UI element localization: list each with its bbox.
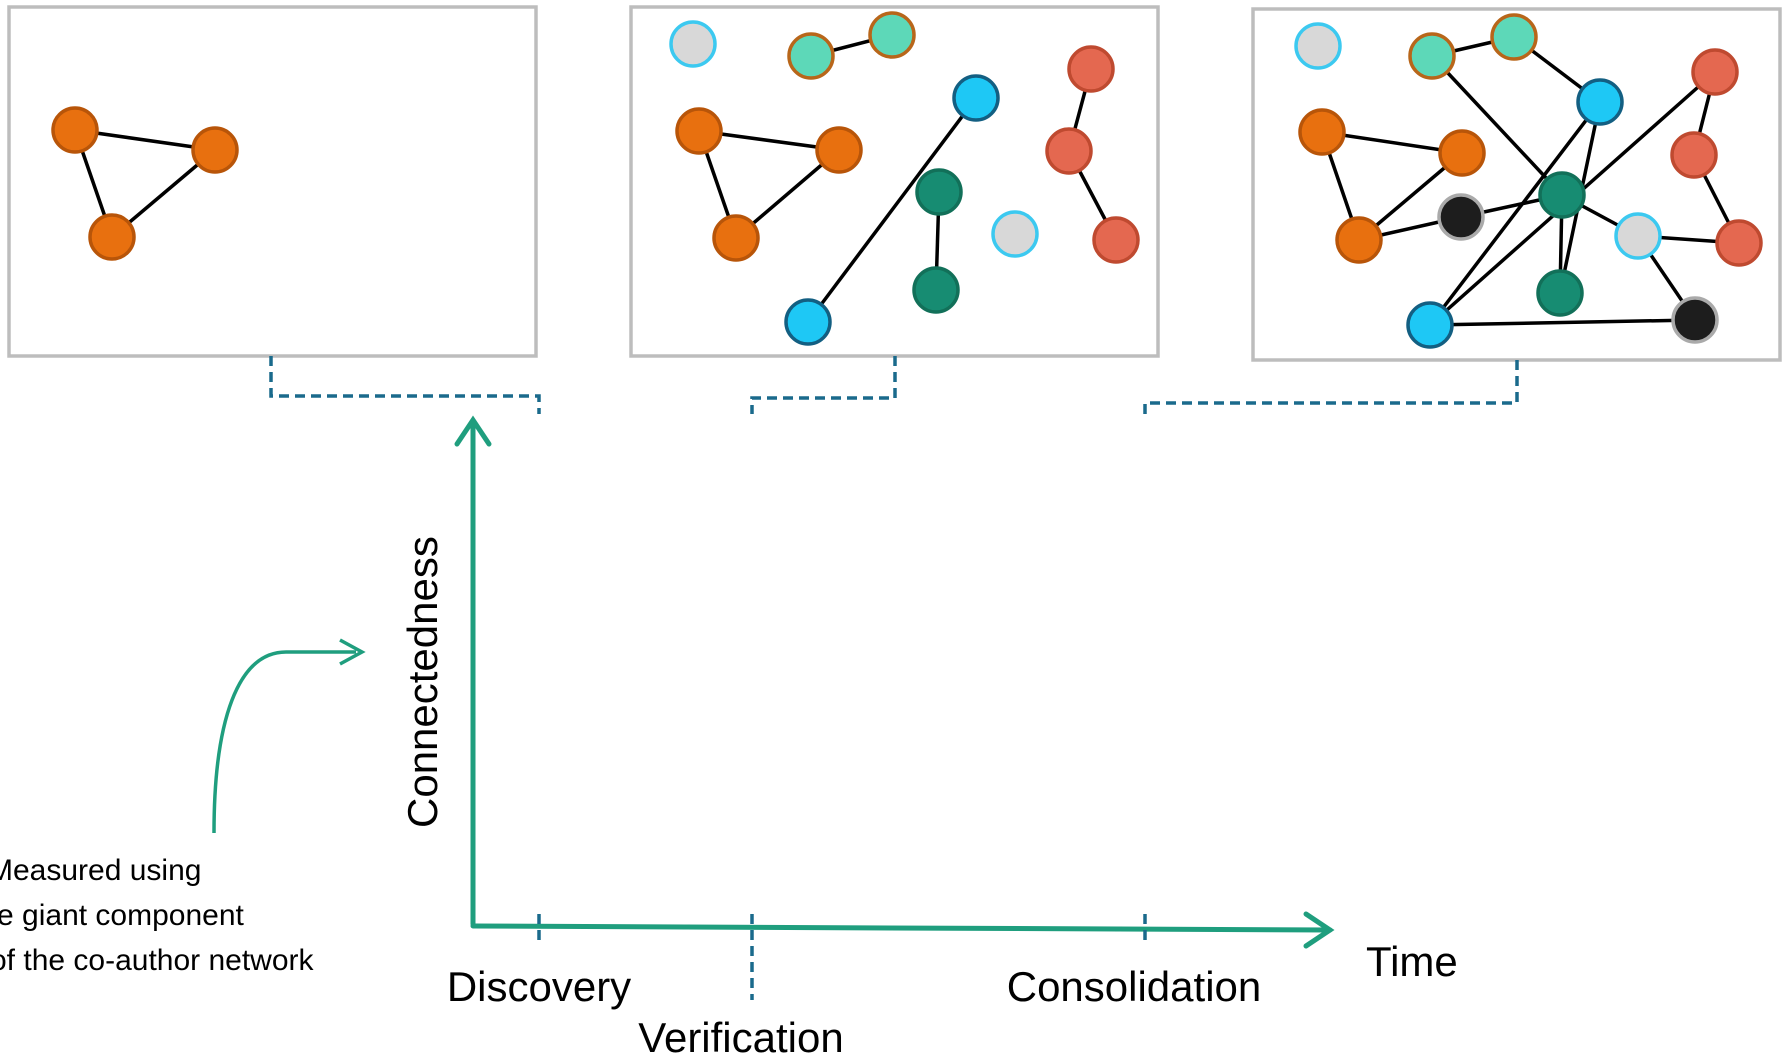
node-grey-g1 xyxy=(669,20,717,68)
node-grey-g2 xyxy=(1614,212,1662,260)
panel-frame-discovery xyxy=(7,5,538,358)
node-salmon-s1 xyxy=(1691,48,1739,96)
discovery-bracket xyxy=(269,356,541,414)
node-orange-o3 xyxy=(88,213,136,261)
node-teal-t2 xyxy=(1536,269,1584,317)
node-black-k2 xyxy=(1671,296,1719,344)
node-orange-o2 xyxy=(191,126,239,174)
measurement-note: Measured using the giant component of th… xyxy=(0,854,315,977)
note-line-1: Measured using xyxy=(0,854,201,887)
phase-brackets xyxy=(269,356,1519,414)
node-mint-m2 xyxy=(1490,13,1538,61)
x-axis-arrowhead xyxy=(1303,911,1335,949)
edge-b1-b2 xyxy=(1428,100,1602,327)
annotation-arrowhead xyxy=(339,638,366,666)
node-salmon-s2 xyxy=(1045,127,1093,175)
phase-label-discovery: Discovery xyxy=(447,963,631,1010)
consolidation-bracket xyxy=(1143,360,1519,414)
node-mint-m2 xyxy=(868,11,916,59)
node-orange-o2 xyxy=(1438,129,1486,177)
note-line-3: of the co-author network xyxy=(0,944,315,977)
network-verification xyxy=(669,11,1140,346)
note-line-2: the giant component xyxy=(0,899,245,932)
node-grey-g2 xyxy=(991,210,1039,258)
node-orange-o2 xyxy=(815,126,863,174)
node-salmon-s2 xyxy=(1670,131,1718,179)
node-grey-g1 xyxy=(1294,22,1342,70)
phase-label-verification: Verification xyxy=(638,1014,843,1058)
network-discovery xyxy=(51,106,239,261)
x-axis-label: Time xyxy=(1366,938,1458,985)
phase-ticks xyxy=(537,914,1147,1000)
node-teal-t2 xyxy=(912,266,960,314)
node-teal-t1 xyxy=(915,168,963,216)
node-orange-o1 xyxy=(1298,108,1346,156)
node-salmon-s3 xyxy=(1092,216,1140,264)
node-blue-b2 xyxy=(1406,301,1454,349)
node-orange-o3 xyxy=(712,214,760,262)
network-graphs xyxy=(51,11,1763,349)
verification-bracket xyxy=(750,356,897,414)
panel-frames xyxy=(7,5,1782,362)
phase-label-consolidation: Consolidation xyxy=(1007,963,1262,1010)
axes xyxy=(454,415,1335,949)
node-mint-m1 xyxy=(787,32,835,80)
node-salmon-s1 xyxy=(1067,45,1115,93)
node-salmon-s3 xyxy=(1715,219,1763,267)
node-blue-b1 xyxy=(1576,78,1624,126)
annotation-arrow xyxy=(212,650,356,834)
node-orange-o3 xyxy=(1335,216,1383,264)
node-blue-b1 xyxy=(952,74,1000,122)
edge-b2-k2 xyxy=(1429,318,1696,327)
node-orange-o1 xyxy=(675,107,723,155)
edge-m1-t1 xyxy=(1430,54,1564,197)
node-orange-o1 xyxy=(51,106,99,154)
node-black-k1 xyxy=(1437,193,1485,241)
y-axis-arrowhead xyxy=(454,415,492,447)
node-blue-b2 xyxy=(784,298,832,346)
y-axis-label: Connectedness xyxy=(399,536,446,828)
node-mint-m1 xyxy=(1408,32,1456,80)
edge-b1-b2 xyxy=(806,96,978,324)
x-axis-line xyxy=(470,923,1333,933)
network-consolidation xyxy=(1294,13,1763,349)
node-teal-t1 xyxy=(1538,171,1586,219)
